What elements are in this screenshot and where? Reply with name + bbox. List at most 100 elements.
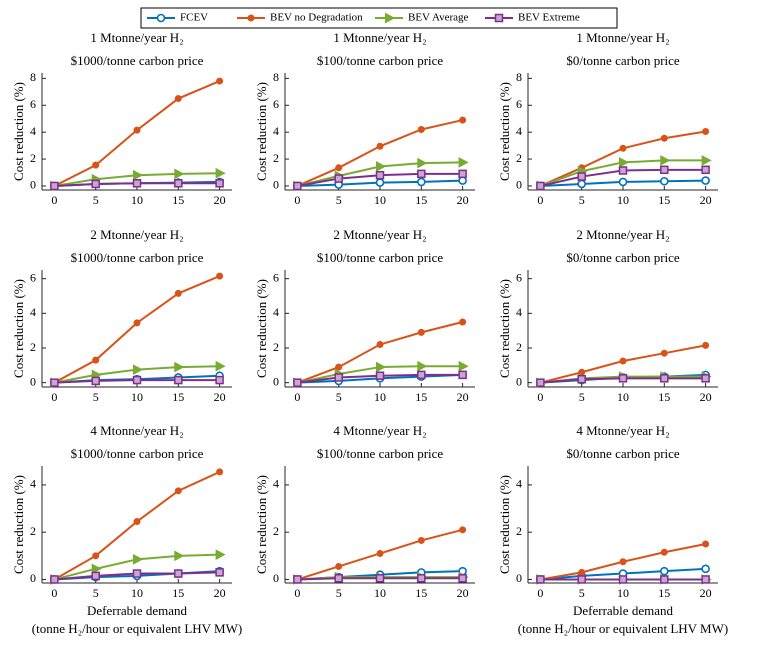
marker <box>458 370 467 380</box>
marker <box>578 568 586 576</box>
x-tick-label: 15 <box>658 586 670 600</box>
marker <box>174 95 182 103</box>
marker <box>132 375 142 385</box>
y-axis-label: Cost reduction (%) <box>497 475 512 574</box>
marker <box>216 468 224 476</box>
marker <box>334 373 343 382</box>
x-tick-label: 15 <box>172 390 184 404</box>
marker <box>174 569 183 578</box>
x-axis-label: Deferrable demand <box>87 603 187 618</box>
marker <box>417 177 426 187</box>
subplot-title: 2 Mtonne/year H₂ <box>333 227 426 242</box>
marker <box>216 77 224 85</box>
marker <box>91 571 100 581</box>
marker <box>577 172 586 181</box>
y-axis-label: Cost reduction (%) <box>497 82 512 181</box>
marker <box>702 341 710 349</box>
y-tick-label: 4 <box>30 477 36 491</box>
y-axis-label: Cost reduction (%) <box>254 475 269 574</box>
marker <box>376 549 384 557</box>
marker <box>174 168 185 180</box>
x-tick-label: 5 <box>579 586 585 600</box>
marker <box>91 563 102 575</box>
marker <box>660 165 669 175</box>
marker <box>376 142 384 150</box>
marker <box>174 179 183 188</box>
y-axis-label: Cost reduction (%) <box>11 279 26 378</box>
y-tick-label: 8 <box>30 70 36 84</box>
y-tick-label: 4 <box>516 305 522 319</box>
x-axis-label: Deferrable demand <box>573 603 673 618</box>
x-tick-label: 0 <box>51 193 57 207</box>
x-tick-label: 10 <box>374 390 386 404</box>
x-tick-label: 20 <box>214 586 226 600</box>
marker <box>417 157 428 169</box>
x-tick-label: 5 <box>336 586 342 600</box>
marker <box>215 375 224 385</box>
x-tick-label: 10 <box>131 586 143 600</box>
marker <box>133 554 144 565</box>
marker <box>335 562 343 570</box>
y-tick-label: 0 <box>516 178 522 192</box>
subplot-title: 4 Mtonne/year H₂ <box>333 423 426 438</box>
x-tick-label: 0 <box>537 586 543 600</box>
x-tick-label: 20 <box>700 586 712 600</box>
marker <box>133 364 144 375</box>
marker <box>619 357 627 365</box>
marker <box>375 170 385 180</box>
marker <box>50 575 59 584</box>
marker <box>335 164 343 172</box>
marker <box>701 374 710 383</box>
marker <box>92 552 100 560</box>
x-tick-label: 15 <box>415 193 427 207</box>
marker <box>293 378 302 387</box>
marker <box>376 341 384 349</box>
marker <box>417 360 428 372</box>
marker <box>618 575 628 584</box>
marker <box>618 177 628 187</box>
marker <box>133 126 141 134</box>
y-axis-label: Cost reduction (%) <box>11 82 26 181</box>
marker <box>660 155 671 166</box>
marker <box>50 181 59 191</box>
subplot-subtitle: $100/tonne carbon price <box>317 250 444 265</box>
y-tick-label: 6 <box>516 97 522 111</box>
marker <box>92 161 100 169</box>
legend-marker <box>156 13 166 23</box>
marker <box>133 169 144 181</box>
y-tick-label: 4 <box>516 477 522 491</box>
legend-label: BEV no Degradation <box>270 12 363 24</box>
x-tick-label: 15 <box>658 390 670 404</box>
marker <box>375 178 385 187</box>
legend-marker <box>247 14 255 22</box>
marker <box>577 374 586 384</box>
marker <box>536 181 545 191</box>
marker <box>619 144 627 152</box>
y-axis-label: Cost reduction (%) <box>497 279 512 378</box>
y-tick-label: 0 <box>273 571 279 585</box>
x-tick-label: 5 <box>93 586 99 600</box>
x-tick-label: 15 <box>415 586 427 600</box>
marker <box>293 181 302 191</box>
marker <box>618 166 628 175</box>
x-tick-label: 0 <box>51 586 57 600</box>
y-tick-label: 4 <box>273 477 279 491</box>
marker <box>132 179 142 188</box>
marker <box>376 161 387 172</box>
y-tick-label: 2 <box>30 151 36 165</box>
marker <box>701 575 710 584</box>
marker <box>293 575 302 584</box>
subplot-subtitle: $0/tonne carbon price <box>566 446 680 461</box>
x-tick-label: 5 <box>579 193 585 207</box>
marker <box>335 363 343 371</box>
y-tick-label: 2 <box>516 151 522 165</box>
marker <box>660 176 669 186</box>
x-tick-label: 10 <box>617 586 629 600</box>
y-tick-label: 6 <box>30 270 36 284</box>
marker <box>458 574 467 583</box>
y-tick-label: 4 <box>273 124 279 138</box>
marker <box>133 319 141 327</box>
x-tick-label: 5 <box>336 390 342 404</box>
marker <box>417 328 425 336</box>
marker <box>660 349 668 357</box>
